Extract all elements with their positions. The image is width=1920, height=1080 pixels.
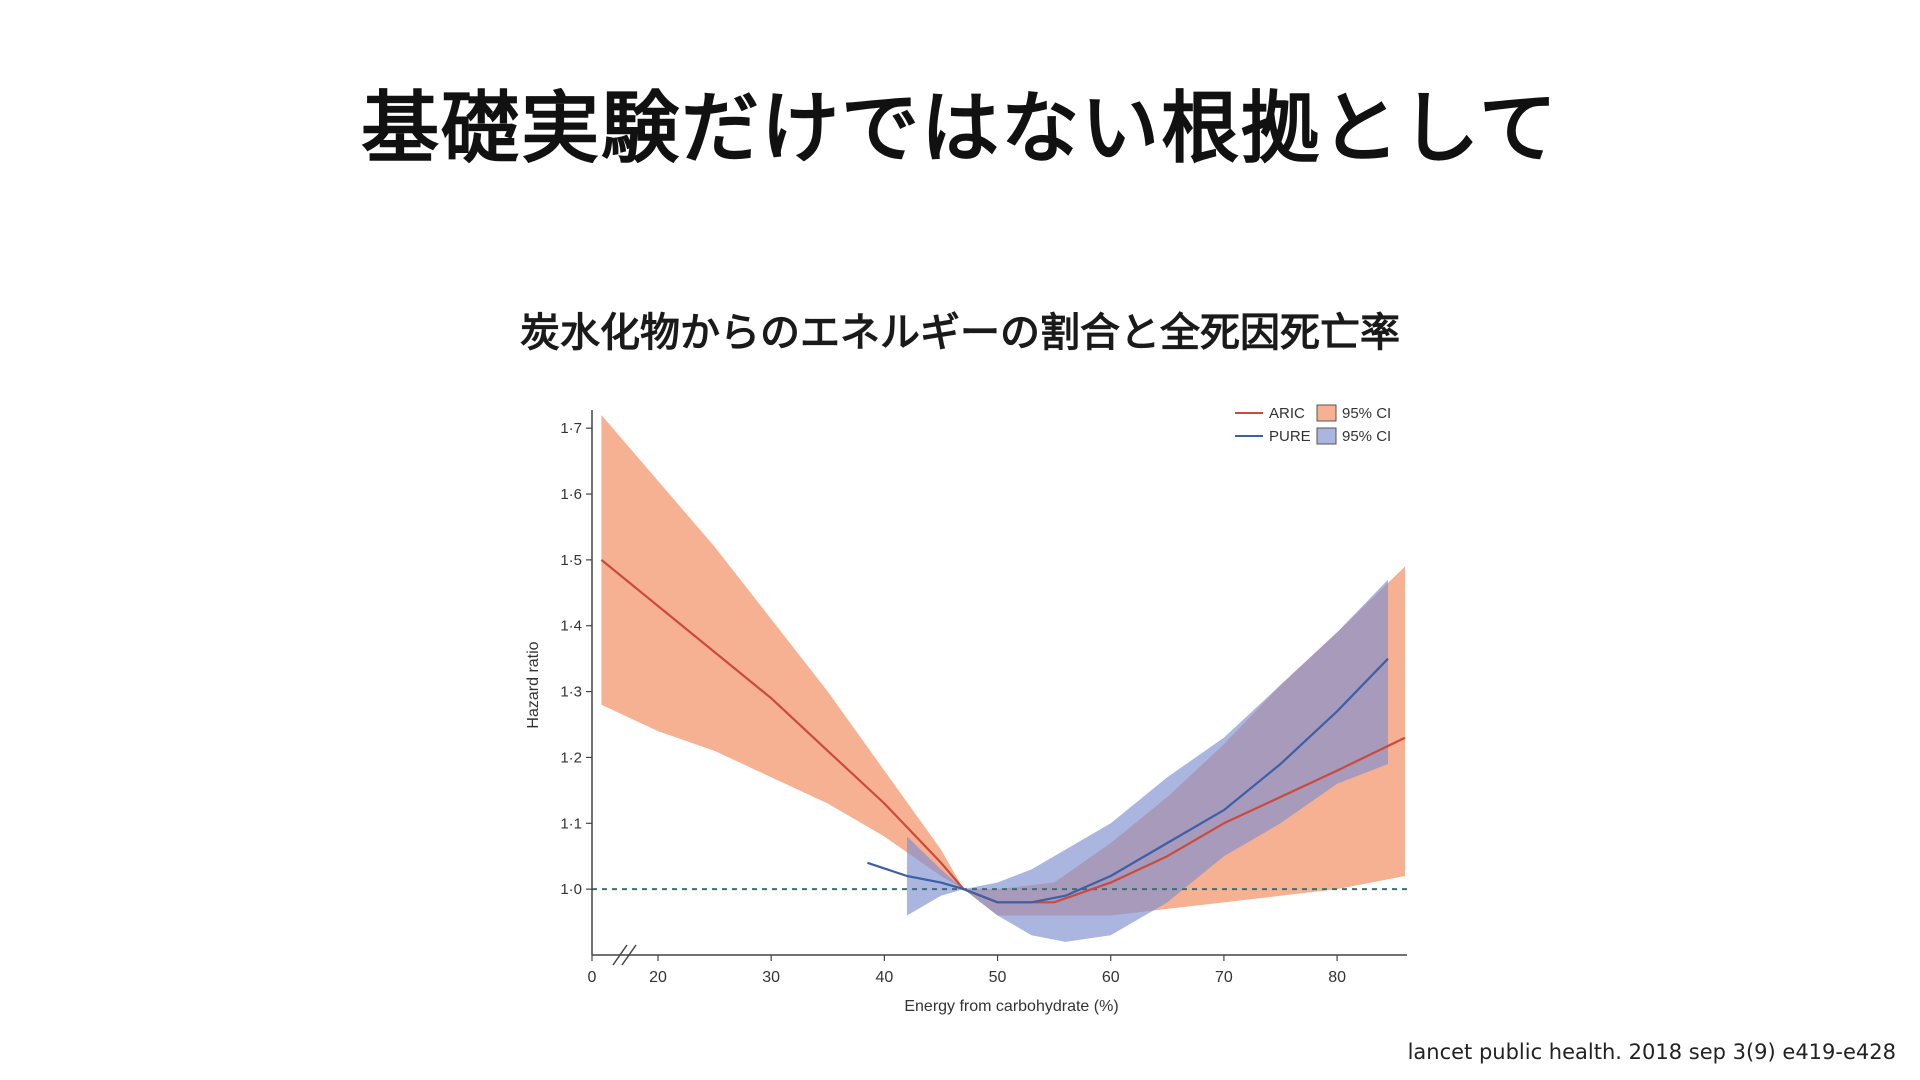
x-tick-label: 60 [1102, 969, 1120, 986]
legend-band-label-pure: 95% CI [1342, 428, 1391, 445]
y-tick-label: 1·2 [560, 749, 582, 766]
y-tick-label: 1·1 [560, 815, 582, 832]
axis-break-mark [621, 944, 637, 966]
x-tick-label: 80 [1328, 969, 1346, 986]
y-tick-label: 1·7 [560, 420, 582, 437]
x-tick-label: 40 [875, 969, 893, 986]
y-tick-label: 1·0 [560, 881, 582, 898]
y-tick-label: 1·6 [560, 486, 582, 503]
chart-title: 炭水化物からのエネルギーの割合と全死因死亡率 [520, 310, 1400, 356]
x-tick-label: 50 [989, 969, 1007, 986]
y-axis-label: Hazard ratio [525, 641, 542, 728]
x-tick-label: 70 [1215, 969, 1233, 986]
ci-band-aric [601, 415, 1405, 916]
legend-swatch-band-aric [1316, 404, 1337, 422]
x-tick-label: 20 [649, 969, 667, 986]
y-tick-label: 1·4 [560, 618, 582, 635]
y-tick-label: 1·3 [560, 684, 582, 701]
axis-break-mark [612, 944, 628, 966]
legend-swatch-band-pure [1316, 427, 1337, 445]
legend-band-label-aric: 95% CI [1342, 405, 1391, 422]
x-axis-label: Energy from carbohydrate (%) [904, 998, 1118, 1015]
series-lines [600, 559, 1406, 904]
y-tick-label: 1·5 [560, 552, 582, 569]
slide-title: 基礎実験だけではない根拠として [361, 84, 1559, 174]
x-tick-label: 30 [762, 969, 780, 986]
ci-band-pure [907, 579, 1389, 942]
legend-label-pure: PURE [1269, 428, 1311, 445]
confidence-bands [601, 415, 1405, 942]
x-tick-label: 0 [588, 969, 597, 986]
hazard-ratio-chart: 1·01·11·21·31·41·51·61·70 20 30 40 50 60 70 80 … [525, 404, 1407, 1015]
series-line-pure [867, 657, 1389, 904]
legend-label-aric: ARIC [1269, 405, 1305, 422]
citation: lancet public health. 2018 sep 3(9) e419… [1407, 1040, 1896, 1064]
axes: 1·0 1·1 1·2 1·3 1·4 1·5 1·6 1·7 0 20 30 40 50 60 70 80 [560, 410, 1407, 986]
legend: ARIC 95% CI PURE 95% CI [1235, 404, 1391, 445]
